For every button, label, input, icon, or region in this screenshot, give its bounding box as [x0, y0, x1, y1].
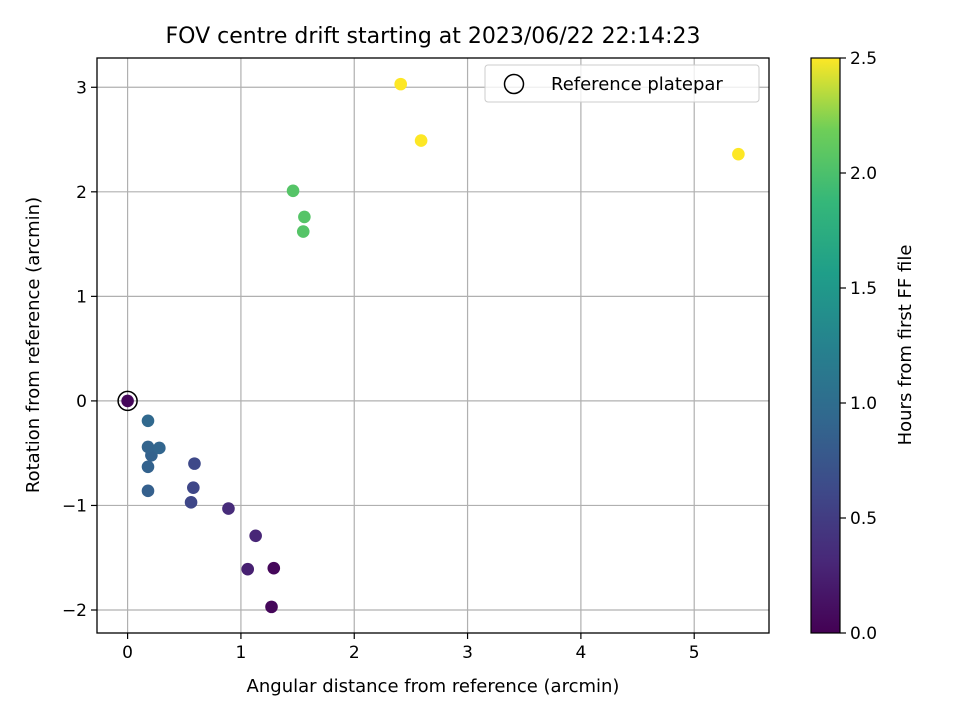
- data-point: [121, 394, 134, 408]
- data-point: [141, 414, 155, 428]
- data-point: [732, 147, 745, 161]
- colorbar-tick-label: 0.5: [850, 509, 877, 529]
- data-point: [141, 440, 155, 454]
- y-axis-label: Rotation from reference (arcmin): [23, 197, 44, 493]
- data-points: [117, 77, 745, 614]
- x-tick-label: 5: [689, 643, 700, 663]
- data-point: [249, 529, 262, 543]
- data-point: [141, 460, 155, 474]
- y-tick-label: 2: [76, 183, 87, 203]
- y-tick-label: 3: [76, 78, 87, 98]
- data-point: [394, 77, 408, 91]
- plot-frame: [96, 57, 770, 634]
- legend-marker-icon: [503, 73, 525, 95]
- data-point: [286, 184, 300, 198]
- x-axis-label: Angular distance from reference (arcmin): [247, 676, 620, 697]
- colorbar-tick-label: 0.0: [850, 624, 877, 644]
- chart-title: FOV centre drift starting at 2023/06/22 …: [166, 24, 701, 49]
- data-point: [265, 600, 278, 614]
- x-tick-label: 4: [575, 643, 586, 663]
- colorbar-tick-label: 1.0: [850, 394, 877, 414]
- colorbar-tick-label: 2.5: [850, 49, 877, 69]
- data-point: [222, 502, 235, 515]
- colorbar-gradient: [810, 57, 841, 634]
- data-point: [184, 496, 198, 509]
- data-point: [298, 210, 311, 224]
- y-tick-label: 1: [76, 287, 87, 307]
- x-tick-label: 3: [462, 643, 473, 663]
- data-point: [153, 441, 166, 455]
- x-tick-label: 1: [236, 643, 247, 663]
- y-tick-label: −2: [62, 601, 87, 621]
- data-point: [241, 562, 255, 576]
- reference-marker: [117, 390, 138, 412]
- data-point: [296, 225, 310, 238]
- data-point: [188, 457, 201, 470]
- data-point: [267, 561, 281, 575]
- x-axis-ticks: 0 1 2 3 4 5: [122, 633, 700, 663]
- x-tick-label: 2: [349, 643, 360, 663]
- colorbar-ticks: 0.0 0.5 1.0 1.5 2.0 2.5: [840, 49, 877, 644]
- grid-lines: [97, 58, 769, 633]
- legend-entry-reference: Reference platepar: [551, 74, 723, 95]
- y-tick-label: −1: [62, 496, 87, 516]
- x-tick-label: 0: [122, 643, 133, 663]
- legend: Reference platepar: [484, 64, 760, 103]
- colorbar-tick-label: 2.0: [850, 164, 877, 184]
- data-point: [187, 481, 200, 494]
- colorbar-label: Hours from first FF file: [895, 245, 916, 446]
- colorbar-tick-label: 1.5: [850, 279, 877, 299]
- y-tick-label: 0: [76, 392, 87, 412]
- data-point: [414, 134, 428, 147]
- colorbar: 0.0 0.5 1.0 1.5 2.0 2.5 Hours from first FF f…: [810, 49, 916, 644]
- y-axis-ticks: −2 −1 0 1 2 3: [62, 78, 97, 621]
- legend-box: [484, 64, 760, 103]
- data-point: [141, 484, 155, 498]
